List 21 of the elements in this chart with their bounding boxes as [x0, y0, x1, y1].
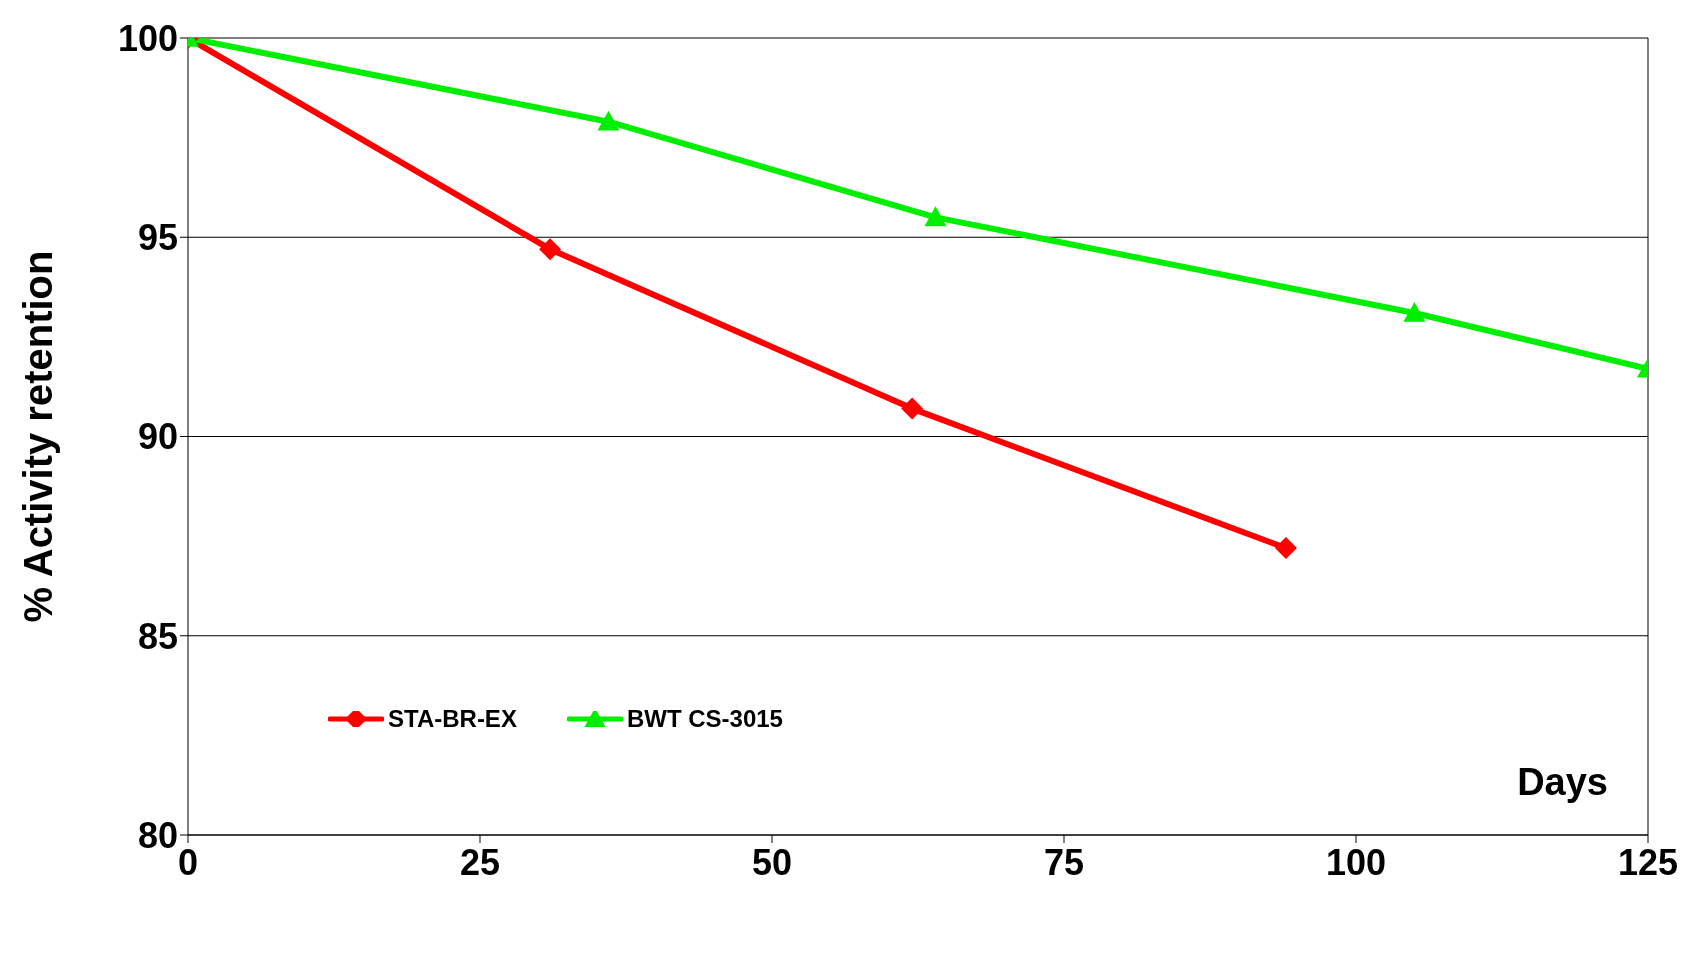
point	[901, 397, 924, 420]
y-axis-title: % Activity retention	[16, 250, 61, 623]
y-tick-label: 90	[137, 416, 178, 458]
x-tick-label: 0	[177, 841, 199, 883]
x-tick-label: 75	[1043, 841, 1085, 883]
point	[597, 110, 620, 131]
point	[1403, 301, 1426, 322]
x-tick-label: 125	[1617, 841, 1679, 883]
y-tick-label: 100	[117, 17, 178, 59]
legend-label: STA-BR-EX	[387, 705, 517, 733]
x-tick-label: 50	[751, 841, 793, 883]
x-tick-label: 100	[1325, 841, 1387, 883]
x-axis-title: Days	[1517, 761, 1608, 803]
point	[924, 206, 947, 227]
x-tick-label: 25	[459, 841, 501, 883]
point	[1274, 537, 1297, 560]
y-tick-label: 85	[137, 615, 178, 657]
legend-label: BWT CS-3015	[625, 705, 783, 733]
y-tick-label: 80	[137, 814, 178, 856]
y-tick-label: 95	[137, 217, 178, 259]
point	[539, 238, 562, 261]
